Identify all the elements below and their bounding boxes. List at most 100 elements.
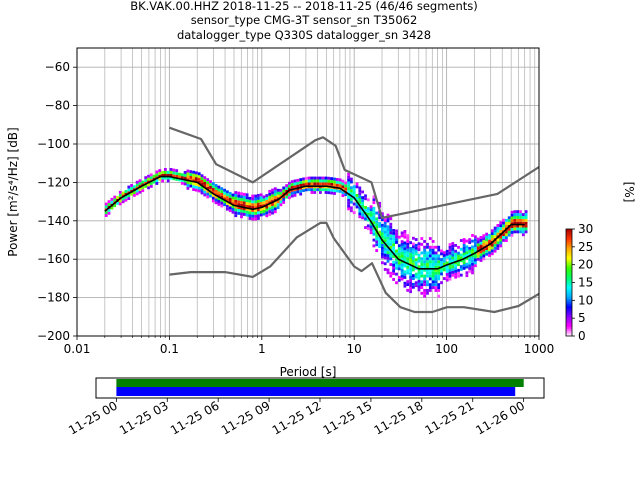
- density-cell: [468, 246, 472, 250]
- density-cell: [316, 182, 319, 186]
- density-cell: [524, 224, 528, 228]
- density-cell: [347, 187, 350, 191]
- density-cell: [259, 202, 263, 205]
- density-cell: [397, 247, 401, 251]
- density-cell: [437, 257, 441, 261]
- density-cell: [299, 181, 303, 184]
- density-cell: [152, 174, 156, 178]
- density-cell: [245, 213, 249, 217]
- density-cell: [448, 266, 452, 270]
- density-cell: [426, 274, 429, 278]
- density-cell: [290, 191, 294, 195]
- density-cell: [369, 211, 373, 214]
- density-cell: [400, 257, 404, 261]
- density-cell: [228, 203, 232, 207]
- density-cell: [505, 239, 508, 242]
- density-cell: [364, 214, 367, 218]
- density-cell: [485, 241, 488, 245]
- colorbar-segment: [566, 302, 572, 305]
- density-cell: [141, 180, 145, 184]
- density-cell: [220, 201, 224, 205]
- density-cell: [234, 199, 238, 203]
- density-cell: [262, 195, 266, 199]
- density-cell: [209, 183, 212, 186]
- density-cell: [265, 199, 269, 203]
- density-cell: [476, 243, 480, 247]
- density-cell: [519, 230, 522, 234]
- density-cell: [347, 207, 350, 211]
- density-cell: [234, 194, 238, 197]
- density-cell: [437, 268, 441, 272]
- density-cell: [426, 251, 429, 255]
- density-cell: [251, 206, 255, 209]
- density-cell: [479, 250, 483, 254]
- density-cell: [169, 170, 173, 174]
- colorbar-segment: [566, 321, 572, 324]
- density-cell: [273, 210, 277, 214]
- density-cell: [392, 263, 395, 267]
- density-cell: [242, 207, 246, 211]
- density-cell: [257, 211, 260, 215]
- timeline-tick-label: 11-25 21: [423, 398, 477, 437]
- colorbar-segment: [566, 262, 572, 265]
- density-cell: [248, 211, 252, 215]
- density-cell: [155, 182, 159, 185]
- density-cell: [248, 199, 252, 203]
- density-cell: [333, 192, 336, 195]
- colorbar-segment: [566, 291, 572, 294]
- density-cell: [372, 218, 376, 222]
- density-cell: [344, 193, 348, 196]
- density-cell: [389, 274, 393, 278]
- density-cell: [386, 233, 390, 237]
- density-cell: [288, 184, 291, 188]
- density-cell: [400, 251, 404, 255]
- density-cell: [383, 245, 387, 248]
- density-cell: [513, 218, 517, 222]
- colorbar-segment: [566, 268, 572, 271]
- density-cell: [426, 242, 429, 246]
- density-cell: [490, 243, 494, 247]
- colorbar-segment: [566, 273, 572, 276]
- density-cell: [420, 268, 424, 272]
- density-cell: [231, 202, 235, 206]
- density-cell: [428, 289, 432, 292]
- density-cell: [369, 205, 373, 209]
- density-cell: [366, 198, 370, 202]
- x-axis-label: Period [s]: [280, 365, 337, 379]
- density-cell: [341, 194, 345, 197]
- colorbar-segment: [566, 239, 572, 242]
- density-cell: [211, 190, 215, 194]
- density-cell: [395, 258, 398, 262]
- colorbar-gradient: [566, 229, 572, 337]
- density-cell: [386, 216, 390, 220]
- density-cell: [178, 175, 181, 179]
- density-cell: [471, 257, 474, 260]
- density-cell: [519, 210, 522, 214]
- colorbar-tick-label: 25: [578, 240, 593, 254]
- density-cell: [426, 265, 429, 269]
- density-cell: [414, 275, 418, 279]
- density-cell: [206, 192, 210, 196]
- density-cell: [189, 184, 193, 188]
- density-cell: [505, 233, 508, 237]
- density-cell: [406, 248, 410, 252]
- density-cell: [228, 194, 232, 198]
- density-cell: [448, 274, 452, 278]
- density-cell: [428, 286, 432, 289]
- density-cell: [121, 191, 125, 195]
- density-cell: [200, 185, 204, 189]
- density-cell: [524, 210, 528, 214]
- density-cell: [164, 170, 167, 174]
- density-cell: [206, 178, 210, 182]
- density-cell: [412, 262, 415, 266]
- density-cell: [242, 192, 246, 196]
- density-cell: [431, 257, 435, 261]
- density-cell: [414, 284, 418, 288]
- density-cell: [366, 212, 370, 216]
- density-cell: [403, 273, 407, 277]
- density-cell: [276, 188, 280, 192]
- density-cell: [474, 261, 477, 265]
- density-cell: [386, 239, 390, 243]
- density-cell: [479, 241, 483, 245]
- colorbar-segment: [566, 303, 572, 306]
